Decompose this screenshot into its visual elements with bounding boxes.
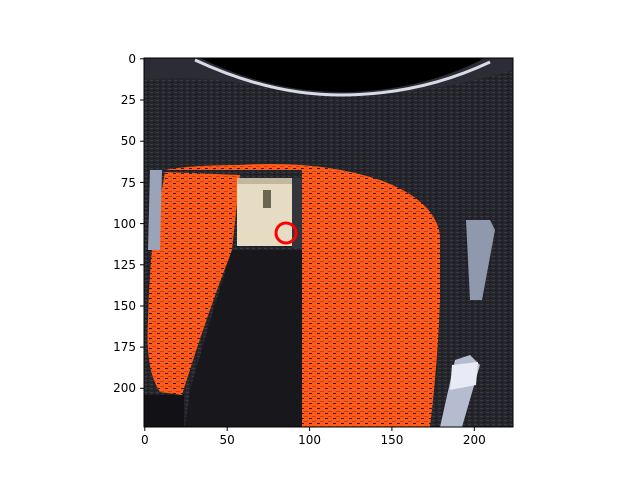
x-tick-label: 150 xyxy=(380,433,403,447)
x-tick-label: 50 xyxy=(220,433,235,447)
x-axis: 0 50 100 150 200 xyxy=(141,427,486,447)
y-tick-label: 150 xyxy=(113,299,136,313)
y-tick-label: 0 xyxy=(128,52,136,66)
y-tick-label: 75 xyxy=(121,176,136,190)
image-axes: 0 50 100 150 200 0 25 50 75 100 125 150 … xyxy=(113,52,514,447)
axes-frame xyxy=(143,57,514,428)
y-tick-label: 200 xyxy=(113,381,136,395)
y-tick-label: 25 xyxy=(121,93,136,107)
y-tick-label: 50 xyxy=(121,134,136,148)
y-tick-label: 100 xyxy=(113,217,136,231)
x-tick-label: 100 xyxy=(298,433,321,447)
red-circle-marker xyxy=(274,221,298,245)
y-tick-label: 125 xyxy=(113,258,136,272)
y-tick-label: 175 xyxy=(113,340,136,354)
x-tick-label: 200 xyxy=(463,433,486,447)
y-axis: 0 25 50 75 100 125 150 175 200 xyxy=(113,52,144,395)
x-tick-label: 0 xyxy=(141,433,149,447)
rendered-image xyxy=(144,58,513,427)
